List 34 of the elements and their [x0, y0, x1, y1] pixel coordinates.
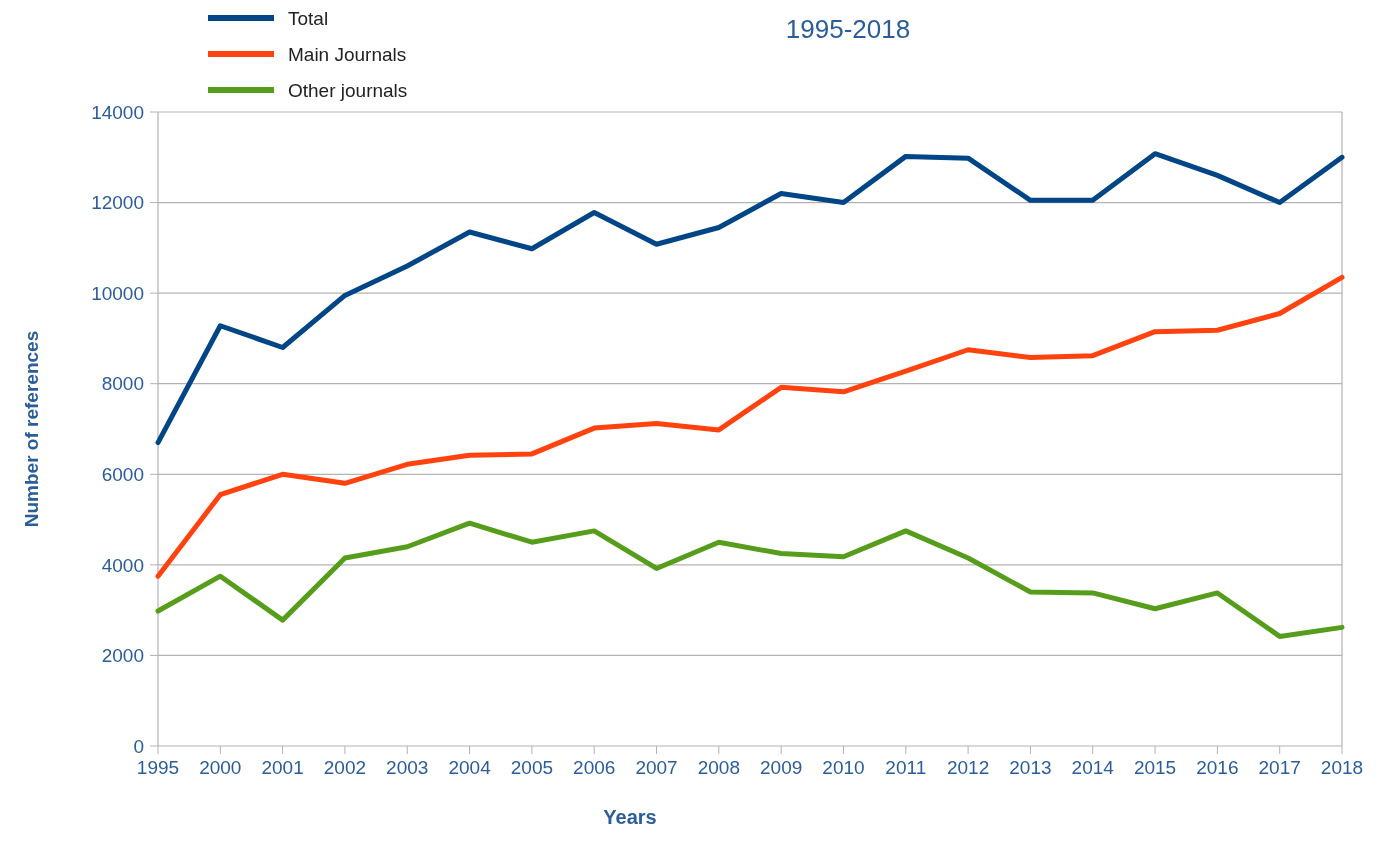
- legend-label: Main Journals: [288, 43, 407, 65]
- y-tick-label: 12000: [91, 192, 144, 214]
- x-tick-label: 2006: [573, 757, 616, 778]
- x-axis-title: Years: [603, 806, 657, 828]
- x-tick-label: 2003: [386, 757, 429, 778]
- y-axis-title: Number of references: [21, 330, 42, 528]
- x-tick-label: 1995: [136, 757, 180, 778]
- legend-label: Total: [288, 7, 329, 29]
- x-tick-label: 2017: [1258, 757, 1301, 778]
- x-tick-label: 2005: [510, 757, 554, 778]
- x-tick-label: 2002: [323, 757, 367, 778]
- x-tick-label: 2004: [448, 757, 492, 778]
- y-tick-label: 0: [133, 735, 144, 757]
- x-tick-label: 2000: [199, 757, 242, 778]
- x-tick-label: 2012: [946, 757, 990, 778]
- legend-label: Other journals: [288, 79, 408, 101]
- x-tick-label: 2009: [760, 757, 803, 778]
- x-tick-label: 2011: [885, 757, 927, 778]
- x-tick-label: 2008: [697, 757, 740, 778]
- y-tick-label: 6000: [101, 463, 144, 485]
- x-tick-label: 2013: [1009, 757, 1052, 778]
- y-tick-label: 10000: [91, 282, 144, 304]
- x-tick-label: 2015: [1133, 757, 1177, 778]
- y-tick-label: 2000: [101, 645, 144, 667]
- x-tick-label: 2001: [261, 757, 304, 778]
- x-tick-label: 2014: [1071, 757, 1115, 778]
- y-tick-label: 4000: [101, 554, 144, 576]
- x-tick-label: 2010: [822, 757, 865, 778]
- x-tick-label: 2016: [1196, 757, 1239, 778]
- y-tick-label: 14000: [91, 101, 144, 123]
- x-tick-label: 2007: [635, 757, 678, 778]
- y-tick-label: 8000: [101, 373, 144, 395]
- chart-title: 1995-2018: [785, 14, 911, 44]
- x-tick-label: 2018: [1320, 757, 1364, 778]
